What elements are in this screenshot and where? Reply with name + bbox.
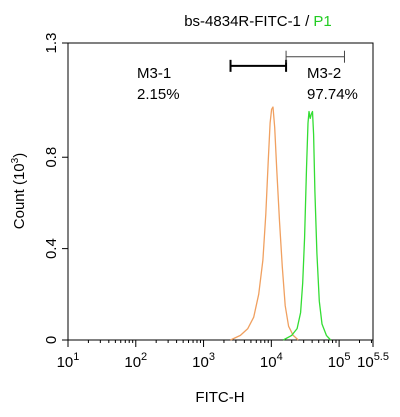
y-axis-title: Count (103) xyxy=(10,153,28,229)
x-tick-label: 103 xyxy=(192,351,215,371)
x-tick-label: 105 xyxy=(328,351,351,371)
x-tick-base: 10 xyxy=(192,354,209,371)
chart-title: bs-4834R-FITC-1 / P1 xyxy=(184,13,332,30)
title-gate: P1 xyxy=(313,13,331,30)
x-tick-base: 10 xyxy=(260,354,277,371)
gate-label: M3-1 xyxy=(137,65,171,82)
y-tick-label: 0.4 xyxy=(43,238,60,259)
y-ticks: 0 0.4 0.8 1.3 xyxy=(43,33,68,344)
title-separator: / xyxy=(301,13,314,30)
x-tick-exp: 2 xyxy=(141,351,147,363)
x-tick-label: 104 xyxy=(260,351,283,371)
x-tick-base: 10 xyxy=(357,354,374,371)
x-tick-base: 10 xyxy=(124,354,141,371)
x-tick-exp: 1 xyxy=(73,351,79,363)
x-tick-base: 10 xyxy=(328,354,345,371)
x-tick-exp: 5 xyxy=(344,351,350,363)
series-group xyxy=(230,106,332,341)
gate-percent: 97.74% xyxy=(307,86,358,103)
y-axis-unit: (10 xyxy=(11,163,28,185)
x-tick-exp: 4 xyxy=(277,351,283,363)
x-ticks: 101 102 103 104 105 105.5 xyxy=(57,340,389,371)
gates: M3-1 2.15% M3-2 97.74% xyxy=(137,50,358,103)
x-tick-label: 102 xyxy=(124,351,147,371)
plot-frame xyxy=(67,42,374,341)
series-line-1 xyxy=(230,106,299,341)
y-tick-label: 0 xyxy=(43,336,60,344)
x-axis-title: FITC-H xyxy=(195,389,244,406)
x-tick-exp: 3 xyxy=(209,351,215,363)
y-tick-label: 0.8 xyxy=(43,147,60,168)
y-axis-label: Count xyxy=(11,188,28,229)
x-tick-label: 105.5 xyxy=(357,351,389,371)
series-line-2 xyxy=(282,110,332,341)
x-tick-base: 10 xyxy=(57,354,74,371)
title-sample: bs-4834R-FITC-1 xyxy=(184,13,301,30)
y-tick-label: 1.3 xyxy=(43,33,60,54)
gate-label: M3-2 xyxy=(307,65,341,82)
y-axis-unit-close: ) xyxy=(11,153,28,158)
x-tick-exp: 5.5 xyxy=(374,351,389,363)
x-tick-label: 101 xyxy=(57,351,80,371)
y-axis-unit-exp: 3 xyxy=(10,157,21,163)
gate-percent: 2.15% xyxy=(137,86,180,103)
